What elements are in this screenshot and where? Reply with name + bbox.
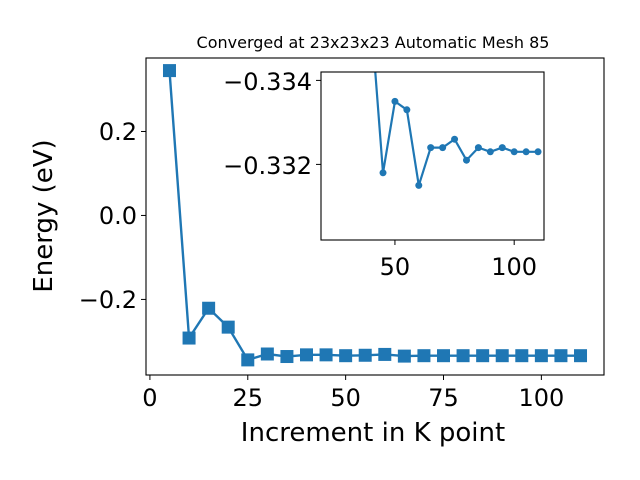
main-data-point <box>378 347 392 361</box>
inset-data-point <box>510 148 518 156</box>
main-data-point <box>182 331 196 345</box>
chart-title: Converged at 23x23x23 Automatic Mesh 85 <box>197 33 550 52</box>
main-data-point <box>397 349 411 363</box>
inset-data-point <box>534 148 542 156</box>
inset-data-point <box>368 14 375 21</box>
main-data-point <box>319 348 333 362</box>
main-data-point <box>221 320 235 334</box>
main-data-point <box>162 64 176 78</box>
main-y-tick-label: −0.2 <box>79 286 137 314</box>
main-data-point <box>260 347 274 361</box>
main-axes-frame <box>145 57 605 376</box>
inset-plot: 50 100 −0.334 −0.332 <box>223 14 545 281</box>
main-plot: Converged at 23x23x23 Automatic Mesh 85 … <box>29 33 605 448</box>
main-data-point <box>456 349 470 363</box>
inset-data-point <box>462 156 470 164</box>
x-axis-label: Increment in K point <box>241 418 505 448</box>
main-data-point <box>280 350 294 364</box>
inset-axes-frame <box>320 71 545 241</box>
inset-data-point <box>391 97 399 105</box>
main-data-point <box>358 348 372 362</box>
main-data-point <box>515 349 529 363</box>
inset-data-point <box>522 148 530 156</box>
main-y-tick-label: 0.2 <box>99 118 137 146</box>
inset-data-point <box>498 144 506 152</box>
inset-background <box>321 72 544 240</box>
main-series-line <box>168 70 581 362</box>
inset-data-point <box>415 181 423 189</box>
main-data-point <box>339 349 353 363</box>
main-data-point <box>574 349 588 363</box>
inset-data-point <box>486 148 494 156</box>
main-data-point <box>202 301 216 315</box>
inset-data-point <box>451 135 459 143</box>
main-x-tick-label: 100 <box>518 384 564 412</box>
inset-x-tick-label: 50 <box>380 253 411 281</box>
main-x-tick-label: 0 <box>142 384 157 412</box>
inset-y-tick-label: −0.332 <box>223 152 312 180</box>
inset-y-tick-label: −0.334 <box>223 68 312 96</box>
y-axis-label: Energy (eV) <box>29 139 59 292</box>
main-y-tick-label: 0.0 <box>99 202 137 230</box>
main-data-point <box>476 349 490 363</box>
main-data-point <box>241 353 255 367</box>
main-data-point <box>534 349 548 363</box>
main-data-point <box>417 349 431 363</box>
main-x-tick-label: 75 <box>428 384 459 412</box>
inset-data-point <box>439 144 447 152</box>
inset-data-point <box>474 144 482 152</box>
main-x-tick-label: 50 <box>330 384 361 412</box>
main-data-point <box>495 349 509 363</box>
inset-data-point <box>427 144 435 152</box>
main-data-point <box>554 349 568 363</box>
main-data-point <box>299 348 313 362</box>
inset-data-point <box>379 169 387 177</box>
main-x-tick-label: 25 <box>233 384 264 412</box>
inset-data-point <box>403 106 411 114</box>
main-data-point <box>437 349 451 363</box>
inset-x-tick-label: 100 <box>491 253 537 281</box>
